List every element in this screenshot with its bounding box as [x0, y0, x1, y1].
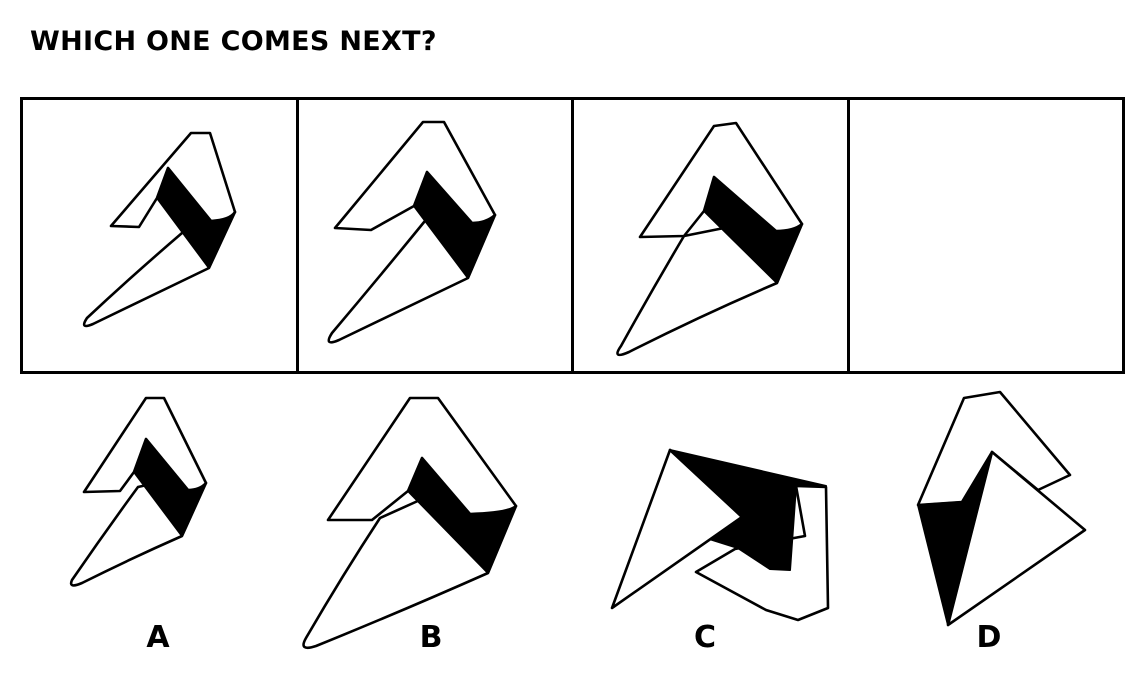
option-a-figure — [69, 396, 208, 587]
sequence-figure-3 — [616, 121, 804, 357]
option-d-figure — [916, 390, 1087, 627]
sequence-panel — [20, 97, 1125, 374]
option-b-figure — [302, 396, 518, 650]
sequence-figure-2 — [326, 120, 496, 344]
option-b[interactable]: B — [290, 380, 530, 680]
option-a-label: A — [146, 620, 170, 655]
sequence-frame-1 — [23, 100, 299, 371]
option-c-figure — [610, 448, 830, 622]
question-title: WHICH ONE COMES NEXT? — [30, 26, 437, 57]
option-c-label: C — [693, 620, 717, 655]
option-b-label: B — [419, 620, 443, 655]
sequence-figure-1 — [82, 131, 237, 328]
option-d[interactable]: D — [900, 380, 1100, 680]
sequence-frame-3 — [574, 100, 850, 371]
sequence-frame-2 — [299, 100, 574, 371]
option-c[interactable]: C — [600, 380, 850, 680]
option-a[interactable]: A — [60, 380, 240, 680]
option-d-label: D — [976, 620, 1002, 655]
sequence-frame-4-empty — [850, 100, 1123, 371]
